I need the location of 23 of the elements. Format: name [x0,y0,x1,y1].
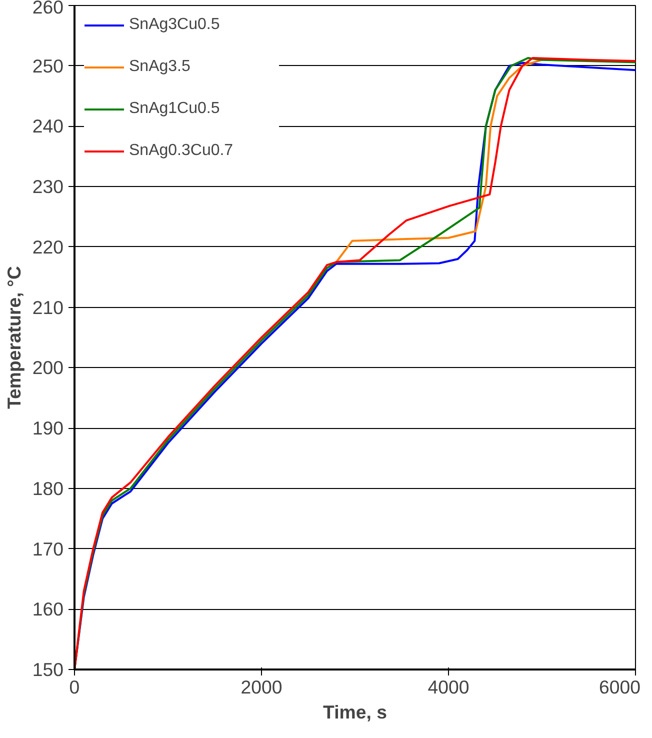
y-tick-label: 160 [32,598,64,620]
y-tick-label: 230 [32,176,64,198]
x-tick-label: 6000 [598,676,641,698]
y-axis-title: Temperature, °C [3,266,24,409]
x-tick-label: 2000 [240,676,282,698]
legend-label: SnAg3.5 [129,58,192,76]
y-tick-label: 240 [32,116,64,137]
legend-label: SnAg0.3Cu0.7 [129,142,234,160]
y-tick-label: 150 [32,659,64,680]
legend-label: SnAg3Cu0.5 [129,16,221,34]
y-tick-label: 190 [32,418,64,439]
y-tick-label: 220 [32,236,64,258]
x-tick-label: 4000 [428,676,470,698]
y-tick-label: 170 [32,538,64,560]
y-tick-label: 200 [32,357,64,378]
y-tick-label: 250 [32,55,64,76]
legend-label: SnAg1Cu0.5 [129,100,221,118]
x-tick-label: 0 [69,676,80,698]
y-tick-label: 180 [32,478,64,499]
line-series [335,58,543,264]
y-tick-label: 260 [32,0,64,18]
y-tick-label: 210 [32,296,64,318]
x-axis-title: Time, s [323,702,387,722]
